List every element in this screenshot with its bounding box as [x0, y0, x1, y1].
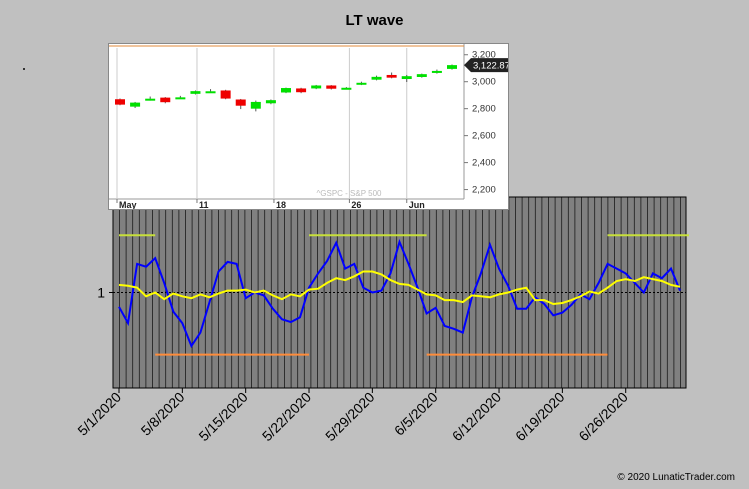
inset-y-tick-label: 2,800 [472, 104, 496, 115]
candle-body [220, 90, 231, 99]
candle-body [371, 76, 382, 80]
copyright-text: © 2020 LunaticTrader.com [617, 472, 735, 483]
candle-body [356, 82, 367, 85]
x-tick-label: 6/19/2020 [512, 389, 568, 445]
candle-body [160, 97, 171, 103]
candle-body [416, 74, 427, 77]
x-tick-label: 5/1/2020 [74, 389, 124, 439]
candle-body [115, 99, 125, 105]
inset-x-tick-label: 18 [276, 200, 286, 209]
candle-body [175, 97, 186, 100]
grid-layer [113, 197, 686, 388]
x-tick-label: 6/26/2020 [575, 389, 631, 445]
candle-body [386, 74, 397, 78]
candle-body [190, 91, 201, 94]
candle-body [281, 88, 291, 93]
candle-body [326, 85, 337, 89]
candle-body [205, 91, 216, 94]
inset-x-tick-label: May [119, 200, 137, 209]
candlestick-chart: 2,200 2,400 2,600 2,800 3,000 3,200 May 11 18 26 J… [109, 44, 508, 209]
x-tick-label: 6/5/2020 [391, 389, 441, 439]
candle-body [431, 70, 442, 73]
candle-body [265, 100, 276, 104]
dot-marker [23, 68, 25, 70]
y-tick-label: 1 [97, 285, 105, 301]
x-tick-label: 5/8/2020 [138, 389, 188, 439]
inset-x-tick-label: 11 [199, 200, 209, 209]
inset-x-tick-label: 26 [351, 200, 361, 209]
inset-y-tick-label: 3,000 [472, 77, 496, 88]
inset-y-tick-label: 2,400 [472, 158, 496, 169]
x-tick-label: 5/22/2020 [259, 389, 315, 445]
candle-body [401, 76, 412, 80]
inset-watermark: ^GSPC - S&P 500 [317, 189, 383, 198]
price-inset-chart: 2,200 2,400 2,600 2,800 3,000 3,200 May 11 18 26 J… [108, 43, 509, 210]
last-price-label: 3,122.87 [473, 61, 508, 72]
candle-body [311, 85, 322, 89]
wave-line [118, 238, 681, 349]
x-tick-label: 5/29/2020 [322, 389, 378, 445]
candle-body [235, 99, 246, 106]
series-layer [118, 238, 681, 349]
average-line [118, 270, 681, 306]
candle-body [250, 101, 261, 109]
inset-x-tick-label: Jun [409, 200, 425, 209]
x-tick-label: 6/12/2020 [449, 389, 505, 445]
x-tick-label: 5/15/2020 [195, 389, 251, 445]
candle-body [447, 65, 457, 69]
candle-body [341, 87, 352, 90]
candle-body [130, 102, 141, 107]
last-price-tag [464, 58, 508, 73]
chart-title: LT wave [345, 12, 404, 29]
band-layer [119, 234, 690, 356]
inset-y-tick-label: 3,200 [472, 50, 496, 61]
inset-y-tick-label: 2,600 [472, 131, 496, 142]
candle-body [296, 88, 307, 93]
inset-y-tick-label: 2,200 [472, 185, 496, 196]
candle-body [145, 98, 156, 101]
